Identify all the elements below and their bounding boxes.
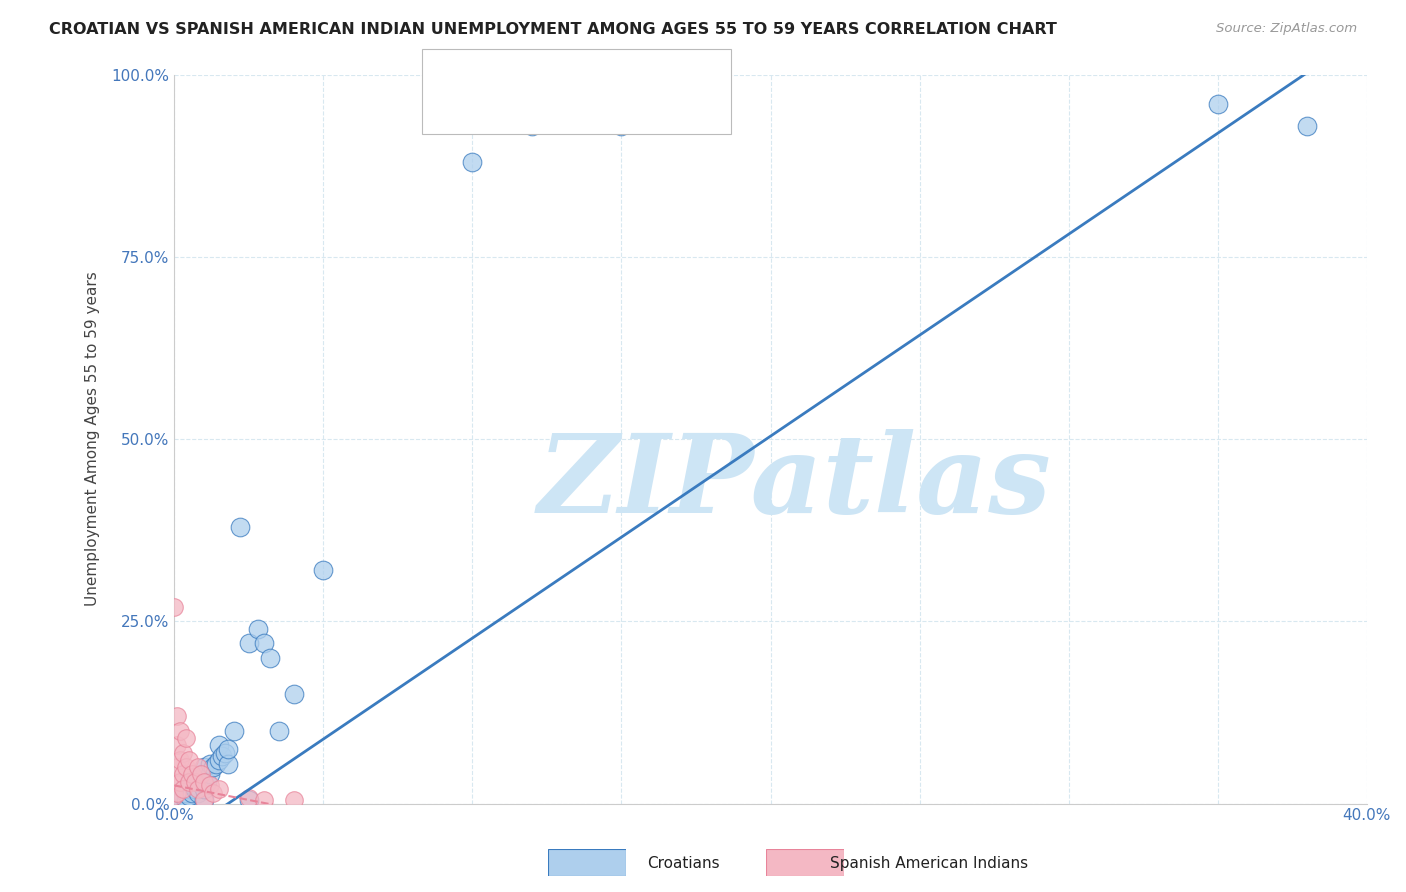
Text: CROATIAN VS SPANISH AMERICAN INDIAN UNEMPLOYMENT AMONG AGES 55 TO 59 YEARS CORRE: CROATIAN VS SPANISH AMERICAN INDIAN UNEM…: [49, 22, 1057, 37]
Point: [179, 774, 201, 789]
Point: [205, 756, 228, 771]
Text: 47: 47: [647, 64, 671, 82]
Bar: [434, 95, 470, 123]
Text: N =: N =: [600, 100, 637, 118]
Text: 0.802: 0.802: [533, 64, 585, 82]
Point: [193, 760, 215, 774]
Point: [166, 709, 188, 723]
Point: [193, 793, 215, 807]
Point: [208, 739, 231, 753]
Point: [174, 760, 197, 774]
Point: [283, 793, 305, 807]
Point: [238, 793, 260, 807]
Point: [202, 786, 225, 800]
Point: [253, 793, 276, 807]
Point: [172, 782, 194, 797]
Point: [461, 155, 484, 169]
Point: [238, 790, 260, 805]
Point: [193, 782, 215, 797]
Point: [179, 789, 201, 804]
Point: [190, 767, 212, 781]
Point: [222, 723, 245, 738]
Point: [184, 774, 207, 789]
Text: N =: N =: [600, 64, 637, 82]
Point: [169, 723, 191, 738]
Point: [166, 760, 188, 774]
Point: [187, 786, 209, 800]
Point: [217, 742, 239, 756]
Point: [169, 774, 191, 789]
Point: [283, 687, 305, 701]
Point: [208, 753, 231, 767]
Point: [172, 767, 194, 781]
Point: [1206, 96, 1229, 111]
Point: [312, 563, 335, 577]
Point: [184, 771, 207, 785]
Point: [179, 774, 201, 789]
Point: [163, 797, 186, 811]
Point: [193, 793, 215, 807]
Point: [179, 753, 201, 767]
Text: Spanish American Indians: Spanish American Indians: [830, 856, 1028, 871]
Point: [253, 636, 276, 650]
Text: -0.104: -0.104: [533, 100, 592, 118]
Point: [163, 789, 186, 804]
Point: [166, 739, 188, 753]
Point: [1296, 119, 1319, 133]
Point: [187, 774, 209, 789]
Point: [193, 774, 215, 789]
Point: [610, 119, 633, 133]
Point: [208, 782, 231, 797]
Text: Source: ZipAtlas.com: Source: ZipAtlas.com: [1216, 22, 1357, 36]
Point: [166, 786, 188, 800]
Point: [190, 767, 212, 781]
Point: [184, 782, 207, 797]
Point: [198, 756, 221, 771]
Point: [267, 723, 290, 738]
Point: [174, 786, 197, 800]
Point: [211, 749, 233, 764]
Point: [166, 793, 188, 807]
Point: [174, 731, 197, 745]
Point: [169, 786, 191, 800]
Point: [238, 636, 260, 650]
Point: [163, 599, 186, 614]
Point: [259, 650, 281, 665]
Point: [181, 778, 204, 792]
Point: [187, 782, 209, 797]
Point: [181, 786, 204, 800]
Text: R =: R =: [482, 64, 517, 82]
Bar: [434, 59, 470, 87]
Point: [172, 789, 194, 804]
Point: [172, 746, 194, 760]
Point: [214, 746, 236, 760]
Text: R =: R =: [482, 100, 517, 118]
Text: Croatians: Croatians: [647, 856, 720, 871]
Point: [202, 760, 225, 774]
Point: [179, 782, 201, 797]
Point: [187, 760, 209, 774]
Point: [169, 790, 191, 805]
Point: [520, 119, 543, 133]
Point: [172, 782, 194, 797]
Point: [246, 622, 269, 636]
Point: [195, 774, 218, 789]
Point: [198, 767, 221, 781]
Point: [174, 793, 197, 807]
Point: [169, 753, 191, 767]
Text: ZIPatlas: ZIPatlas: [537, 429, 1052, 537]
Point: [163, 774, 186, 789]
Point: [198, 778, 221, 792]
Point: [229, 519, 252, 533]
Point: [217, 756, 239, 771]
Text: 30: 30: [647, 100, 671, 118]
Point: [181, 767, 204, 781]
Y-axis label: Unemployment Among Ages 55 to 59 years: Unemployment Among Ages 55 to 59 years: [86, 272, 100, 607]
